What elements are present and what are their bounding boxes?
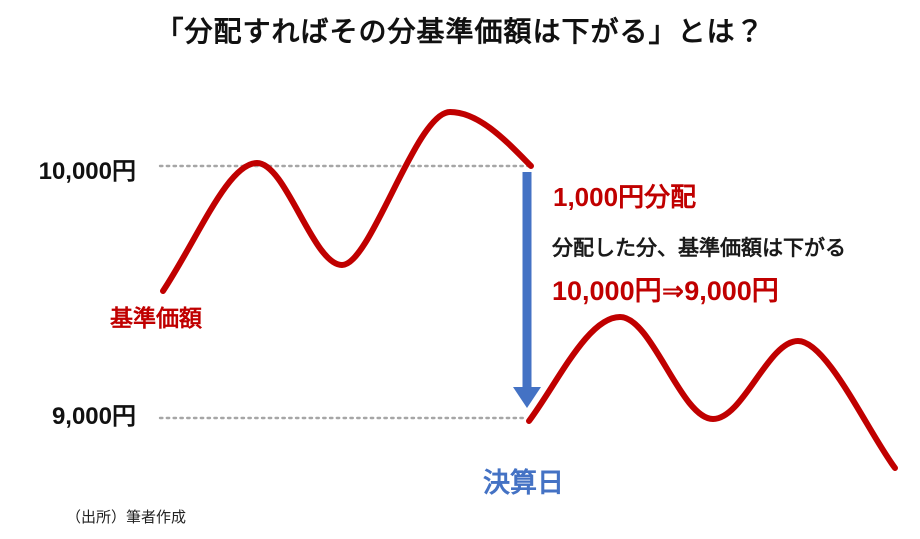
annotation-distribution-amount: 1,000円分配	[553, 182, 697, 212]
label-9000yen: 9,000円	[51, 403, 136, 430]
page-title: 「分配すればその分基準価額は下がる」とは？	[155, 16, 765, 47]
annotation-price-change: 10,000円⇒9,000円	[552, 276, 779, 306]
label-10000yen: 10,000円	[38, 158, 136, 185]
label-settlement-day: 決算日	[483, 468, 564, 498]
down-arrow-icon	[513, 172, 541, 408]
nav-curve-after-distribution	[526, 313, 898, 471]
annotation-explanation: 分配した分、基準価額は下がる	[552, 237, 846, 260]
source-note: （出所）筆者作成	[66, 509, 187, 526]
label-nav: 基準価額	[110, 305, 202, 331]
nav-curve-before-distribution	[160, 108, 534, 294]
